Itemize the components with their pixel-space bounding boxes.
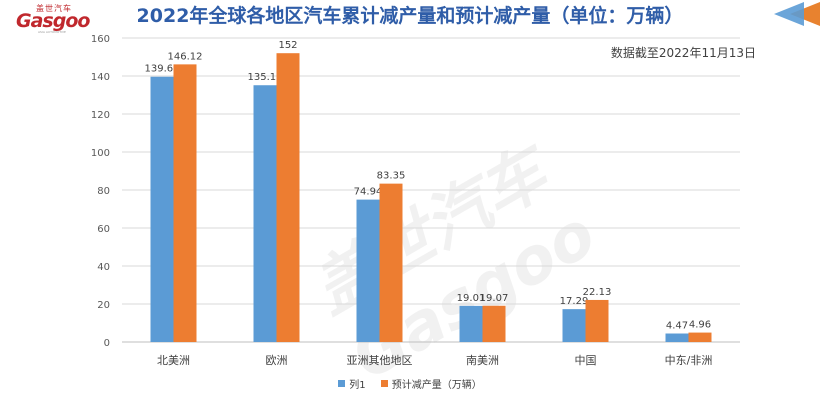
data-label-series1: 74.94 — [354, 187, 383, 198]
data-label-series1: 19.01 — [457, 293, 486, 304]
bar-series1 — [356, 199, 380, 342]
y-tick-label: 60 — [97, 224, 110, 235]
data-label-series2: 83.35 — [377, 171, 406, 182]
data-label-series2: 19.07 — [480, 293, 509, 304]
data-label-series1: 139.61 — [145, 64, 180, 75]
chart-title: 2022年全球各地区汽车累计减产量和预计减产量（单位：万辆） — [136, 5, 684, 27]
legend-label-series1: 列1 — [349, 380, 366, 391]
legend-swatch-series1 — [338, 380, 346, 387]
bar-series2 — [379, 183, 403, 342]
legend-swatch-series2 — [380, 380, 388, 387]
y-tick-label: 140 — [91, 72, 110, 83]
y-tick-label: 40 — [97, 262, 110, 273]
x-tick-label: 南美洲 — [466, 354, 499, 367]
x-tick-label: 中东/非洲 — [665, 354, 713, 367]
bar-series1 — [459, 305, 483, 342]
legend-item-series2: 预计减产量（万辆） — [380, 376, 482, 391]
chart-legend: 列1 预计减产量（万辆） — [0, 376, 820, 391]
bar-series1 — [665, 333, 689, 342]
data-label-series2: 22.13 — [583, 287, 612, 298]
y-tick-label: 120 — [91, 110, 110, 121]
data-label-series1: 135.14 — [248, 72, 283, 83]
legend-item-series1: 列1 — [338, 376, 366, 391]
bar-series2 — [585, 299, 609, 342]
bar-series2 — [276, 53, 300, 342]
data-label-series2: 4.96 — [689, 320, 711, 331]
logo-en-text: Gasgoo — [16, 10, 90, 32]
x-tick-label: 亚洲其他地区 — [347, 354, 413, 367]
logo-subtext: ASIA AUTOMOTIVE — [38, 30, 66, 34]
x-tick-label: 北美洲 — [157, 354, 190, 367]
data-label-series2: 152 — [278, 40, 297, 51]
logo-cn-text: 盖世汽车 — [36, 4, 72, 13]
data-date-note: 数据截至2022年11月13日 — [610, 46, 756, 60]
y-tick-label: 20 — [97, 300, 110, 311]
y-tick-label: 100 — [91, 148, 110, 159]
bar-series1 — [562, 309, 586, 342]
data-label-series1: 17.29 — [560, 296, 589, 307]
bar-series1 — [253, 85, 277, 342]
corner-arrow-icon — [774, 2, 820, 26]
gasgoo-logo: 盖世汽车 Gasgoo ASIA AUTOMOTIVE — [14, 3, 92, 34]
data-label-series1: 4.47 — [666, 321, 688, 332]
x-tick-label: 欧洲 — [266, 354, 288, 367]
bar-series2 — [688, 332, 712, 342]
y-tick-label: 160 — [91, 34, 110, 45]
x-tick-label: 中国 — [575, 354, 597, 367]
bar-series2 — [173, 64, 197, 342]
bar-series2 — [482, 305, 506, 342]
y-tick-label: 80 — [97, 186, 110, 197]
legend-label-series2: 预计减产量（万辆） — [391, 380, 482, 391]
bar-series1 — [150, 76, 174, 342]
data-label-series2: 146.12 — [168, 51, 203, 62]
y-tick-label: 0 — [104, 338, 110, 349]
